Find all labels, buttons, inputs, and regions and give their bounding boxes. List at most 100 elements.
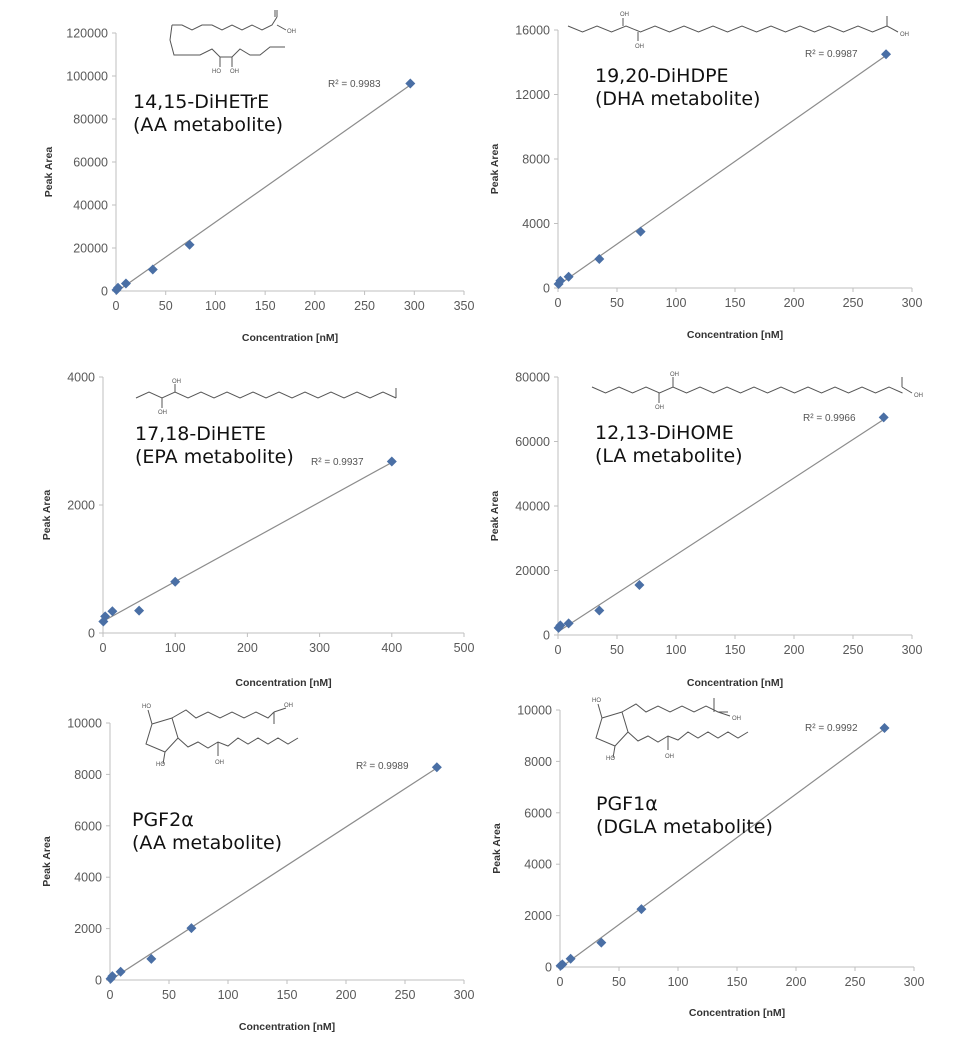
x-tick-label: 0 xyxy=(107,988,114,1002)
atom-label: OH xyxy=(655,405,664,411)
x-tick-label: 50 xyxy=(610,643,624,657)
compound-name: 14,15-DiHETrE xyxy=(133,91,269,113)
atom-label: OH xyxy=(215,760,224,766)
r-squared-label: R² = 0.9983 xyxy=(328,79,381,90)
chart-1: 0 20000 40000 60000 80000 100000 120000 0 50 100 1… xyxy=(43,10,474,344)
bond-line xyxy=(595,711,629,747)
x-tick-label: 200 xyxy=(336,988,357,1002)
x-tick-label: 150 xyxy=(277,988,298,1002)
x-tick-label: 100 xyxy=(165,641,186,655)
x-tick-label: 150 xyxy=(727,975,748,989)
compound-name: PGF2α xyxy=(132,809,194,831)
data-point xyxy=(881,49,892,60)
x-tick-label: 0 xyxy=(100,641,107,655)
data-point xyxy=(563,271,574,282)
y-tick-label: 2000 xyxy=(67,499,95,513)
y-axis-title: Peak Area xyxy=(491,823,503,874)
x-tick-label: 200 xyxy=(784,296,805,310)
x-tick-label: 300 xyxy=(309,641,330,655)
x-tick-label: 100 xyxy=(666,296,687,310)
x-tick-label: 500 xyxy=(454,641,475,655)
data-point xyxy=(115,966,126,977)
x-tick-label: 200 xyxy=(304,299,325,313)
y-tick-label: 60000 xyxy=(515,435,550,449)
y-tick-label: 0 xyxy=(543,282,550,296)
data-point xyxy=(557,959,568,970)
y-axis-title: Peak Area xyxy=(489,491,501,542)
x-tick-label: 200 xyxy=(786,975,807,989)
y-tick-label: 0 xyxy=(543,629,550,643)
data-point xyxy=(386,456,397,467)
atom-label: OH xyxy=(172,379,181,385)
compound-source: (LA metabolite) xyxy=(595,445,743,467)
bond-line xyxy=(145,717,179,753)
x-tick-label: 250 xyxy=(843,643,864,657)
atom-label: OH xyxy=(635,44,644,50)
y-tick-label: 4000 xyxy=(74,871,102,885)
atom-label: HO xyxy=(592,698,601,704)
molecule-structure: HO OH HO OH xyxy=(592,698,749,762)
bond-line xyxy=(276,24,287,31)
x-tick-label: 150 xyxy=(255,299,276,313)
molecule-structure: OH OH xyxy=(135,379,397,416)
y-tick-label: 4000 xyxy=(522,217,550,231)
trendline xyxy=(110,767,438,981)
bond-line xyxy=(273,707,287,713)
y-axis-title: Peak Area xyxy=(489,144,501,195)
chart-4: 0 20000 40000 60000 80000 0 50 100 150 200 250 300 C… xyxy=(489,371,923,690)
y-tick-label: 4000 xyxy=(67,371,95,385)
data-point xyxy=(596,937,607,948)
bond-line xyxy=(177,737,299,749)
x-axis-title: Concentration [nM] xyxy=(235,677,331,689)
bond-line xyxy=(169,24,285,58)
compound-source: (EPA metabolite) xyxy=(135,446,294,468)
x-tick-label: 100 xyxy=(218,988,239,1002)
atom-label: HO xyxy=(606,756,615,762)
x-tick-label: 300 xyxy=(902,643,923,657)
x-tick-label: 200 xyxy=(784,643,805,657)
data-point xyxy=(636,904,647,915)
x-tick-label: 300 xyxy=(904,975,925,989)
trendline xyxy=(103,461,393,622)
compound-source: (DHA metabolite) xyxy=(595,88,760,110)
x-tick-label: 100 xyxy=(666,643,687,657)
bond-line xyxy=(147,709,153,725)
y-tick-label: 6000 xyxy=(524,806,552,820)
y-tick-label: 8000 xyxy=(74,768,102,782)
data-point xyxy=(405,78,416,89)
x-tick-label: 0 xyxy=(113,299,120,313)
y-tick-label: 2000 xyxy=(74,922,102,936)
y-tick-label: 2000 xyxy=(524,909,552,923)
r-squared-label: R² = 0.9989 xyxy=(356,761,409,772)
data-point xyxy=(879,722,890,733)
r-squared-label: R² = 0.9987 xyxy=(805,49,858,60)
x-tick-label: 150 xyxy=(725,643,746,657)
y-tick-label: 100000 xyxy=(66,70,108,84)
data-point xyxy=(594,605,605,616)
trendline xyxy=(558,419,885,632)
data-point xyxy=(184,239,195,250)
compound-source: (AA metabolite) xyxy=(133,114,283,136)
trendline xyxy=(560,728,885,969)
y-tick-label: 0 xyxy=(101,285,108,299)
x-axis-title: Concentration [nM] xyxy=(687,329,783,341)
x-tick-label: 300 xyxy=(454,988,475,1002)
data-point xyxy=(431,762,442,773)
compound-name: PGF1α xyxy=(596,793,658,815)
atom-label: OH xyxy=(158,410,167,416)
trendline xyxy=(558,54,887,286)
data-point xyxy=(120,278,131,289)
compound-source: (AA metabolite) xyxy=(132,832,282,854)
chart-2: 0 4000 8000 12000 16000 0 50 100 150 200 250 300 Con… xyxy=(489,12,922,341)
atom-label: HO xyxy=(156,762,165,768)
y-tick-label: 20000 xyxy=(73,242,108,256)
bond-line xyxy=(717,711,731,717)
y-tick-label: 4000 xyxy=(524,858,552,872)
data-point xyxy=(147,264,158,275)
atom-label: HO xyxy=(212,69,221,75)
molecule-structure: OH OH OH xyxy=(591,372,923,411)
data-point xyxy=(555,620,566,631)
bond-line xyxy=(162,751,166,765)
bond-line xyxy=(172,16,278,31)
bond-line xyxy=(621,703,728,713)
